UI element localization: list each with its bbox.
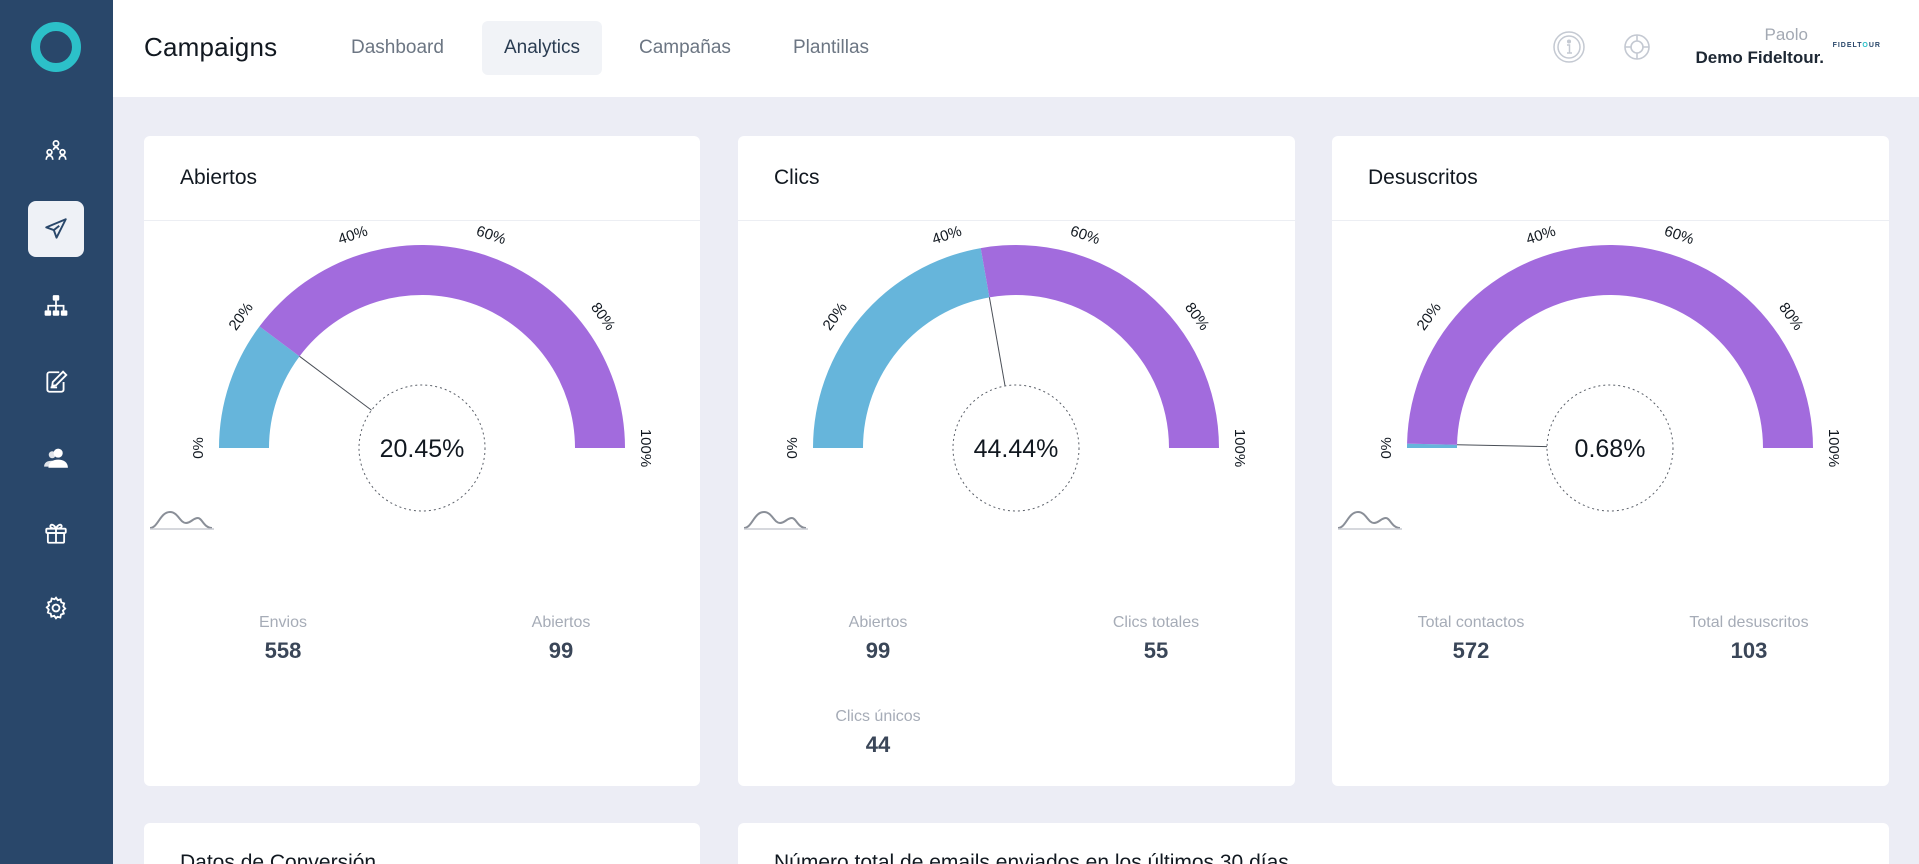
gauge-tick-label: 20% <box>225 299 256 333</box>
gauge-tick-label: 80% <box>587 299 618 333</box>
gauge-percent-label: 20.45% <box>380 435 465 463</box>
gauge-tick-label: 20% <box>1413 299 1444 333</box>
users-network-icon <box>45 140 67 160</box>
card-clicks: Clics 44.44% 0% 20% 40% 60% 80% 100% Abiertos … <box>738 136 1295 786</box>
stat-value: 44 <box>865 732 891 757</box>
clicks-gauge: 44.44% 0% 20% 40% 60% 80% 100% <box>743 226 1248 530</box>
tab-campaigns[interactable]: Campañas <box>639 37 731 58</box>
stat-value: 55 <box>1143 638 1169 663</box>
gauge-tick-label: 0% <box>190 437 207 459</box>
gauge-value-arc <box>813 248 990 448</box>
card-title: Desuscritos <box>1368 166 1478 189</box>
sidebar-item-templates[interactable] <box>28 354 84 410</box>
card-title: Abiertos <box>180 166 258 189</box>
gauge-tick-label: 80% <box>1181 299 1212 333</box>
gauge-tick-label: 0% <box>784 437 801 459</box>
distribution-icon[interactable] <box>1337 510 1402 530</box>
divider <box>738 220 1295 221</box>
gauge-pointer <box>988 297 1006 387</box>
stat-label: Clics totales <box>1112 614 1200 631</box>
card-title: Número total de emails enviados en los ú… <box>774 851 1289 864</box>
gauge-center-circle <box>952 384 1080 512</box>
gauge-pointer <box>299 355 372 411</box>
sidebar-item-audience[interactable] <box>28 122 84 178</box>
gear-icon <box>45 596 67 620</box>
gauge-tick-label: 60% <box>1068 226 1102 248</box>
sitemap-icon <box>44 295 68 316</box>
top-bar: Campaigns Dashboard Analytics Campañas P… <box>113 0 1919 97</box>
gauge-tick-label: 40% <box>1524 226 1558 248</box>
gauge-percent-label: 0.68% <box>1575 435 1646 463</box>
tab-templates[interactable]: Plantillas <box>793 37 870 58</box>
stat-value: 103 <box>1730 638 1768 663</box>
divider <box>1332 220 1889 221</box>
user-company[interactable]: Demo Fideltour. <box>1695 48 1824 67</box>
gauge-tick-label: 60% <box>474 226 508 248</box>
contacts-icon <box>44 448 68 468</box>
card-unsubscribed: Desuscritos 0.68% 0% 20% 40% 60% 80% 100% Tota… <box>1332 136 1889 786</box>
brand-logo: FIDELTOUR <box>1832 42 1881 49</box>
help-lifebuoy-icon[interactable] <box>1620 30 1654 64</box>
sidebar-item-settings[interactable] <box>28 580 84 636</box>
sidebar-item-rewards[interactable] <box>28 505 84 561</box>
stat-value: 572 <box>1452 638 1490 663</box>
gauge-tick-label: 40% <box>930 226 964 248</box>
stat-value: 99 <box>865 638 891 663</box>
gauge-tick-label: 100% <box>1825 429 1842 467</box>
sidebar-item-campaigns[interactable] <box>28 201 84 257</box>
paper-plane-icon <box>45 218 67 239</box>
gauge-center-circle <box>358 384 486 512</box>
unsubscribed-gauge: 0.68% 0% 20% 40% 60% 80% 100% <box>1337 226 1842 530</box>
card-emails-sent: Número total de emails enviados en los ú… <box>738 823 1889 864</box>
stat-label: Envios <box>258 614 308 631</box>
gauge-percent-label: 44.44% <box>974 435 1059 463</box>
gauge-value-arc <box>219 326 300 448</box>
gauge-remaining-arc <box>980 244 1219 448</box>
stat-label: Abiertos <box>531 614 591 631</box>
stat-label: Total contactos <box>1417 614 1525 631</box>
gauge-remaining-arc <box>1407 244 1813 448</box>
distribution-icon[interactable] <box>743 510 808 530</box>
stat-label: Total desuscritos <box>1689 614 1809 631</box>
gauge-tick-label: 60% <box>1662 226 1696 248</box>
gauge-center-circle <box>1546 384 1674 512</box>
sidebar-item-contacts[interactable] <box>28 430 84 486</box>
info-icon[interactable] <box>1552 30 1586 64</box>
gauge-tick-label: 20% <box>819 299 850 333</box>
tab-analytics[interactable]: Analytics <box>482 21 603 75</box>
card-title: Datos de Conversión <box>180 851 377 864</box>
tab-dashboard[interactable]: Dashboard <box>351 37 444 58</box>
gauge-remaining-arc <box>259 244 625 448</box>
stat-label: Abiertos <box>848 614 908 631</box>
gauge-tick-label: 0% <box>1378 437 1395 459</box>
app-logo[interactable] <box>31 22 81 72</box>
gauge-value-arc <box>1407 443 1458 448</box>
gauge-tick-label: 80% <box>1775 299 1806 333</box>
card-conversion: Datos de Conversión <box>144 823 700 864</box>
gauge-tick-label: 40% <box>336 226 370 248</box>
opens-gauge: 20.45% 0% 20% 40% 60% 80% 100% <box>149 226 654 530</box>
gauge-tick-label: 100% <box>637 429 654 467</box>
gauge-pointer <box>1457 444 1548 448</box>
page-title: Campaigns <box>144 32 278 62</box>
stat-value: 99 <box>548 638 574 663</box>
card-title: Clics <box>774 166 820 189</box>
gauge-tick-label: 100% <box>1231 429 1248 467</box>
distribution-icon[interactable] <box>149 510 214 530</box>
sidebar-item-automations[interactable] <box>28 278 84 334</box>
stat-value: 558 <box>264 638 302 663</box>
divider <box>144 220 700 221</box>
user-name: Paolo <box>1764 25 1808 44</box>
edit-document-icon <box>46 370 68 393</box>
sidebar <box>0 0 113 864</box>
stat-label: Clics únicos <box>835 708 921 725</box>
gift-icon <box>45 523 67 544</box>
card-opens: Abiertos 20.45% 0% 20% 40% 60% 80% 100% Envios… <box>144 136 700 786</box>
